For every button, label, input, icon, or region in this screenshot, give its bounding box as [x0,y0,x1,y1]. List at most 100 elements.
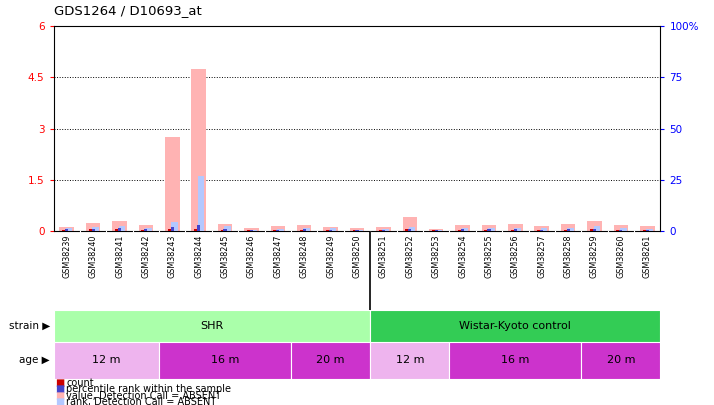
Bar [244,228,258,231]
Bar [277,229,283,231]
Text: age ▶: age ▶ [19,356,50,365]
Bar [59,227,74,231]
Bar [619,230,623,231]
Bar [141,230,144,231]
Bar [300,230,303,231]
Bar [511,230,514,231]
Text: GSM38240: GSM38240 [89,235,98,278]
Text: GSM38241: GSM38241 [115,235,124,278]
Bar [303,230,306,231]
Text: 20 m: 20 m [316,356,345,365]
Text: count: count [66,378,94,388]
Text: GSM38250: GSM38250 [353,235,361,278]
Bar [271,226,285,231]
Bar [92,228,99,231]
Text: 12 m: 12 m [92,356,121,365]
Text: GSM38252: GSM38252 [406,235,414,278]
Bar [581,342,660,379]
Bar [224,226,231,231]
Bar [144,230,148,231]
Bar [145,228,151,231]
Bar [488,230,491,231]
Bar [508,224,523,231]
Text: GSM38260: GSM38260 [616,235,625,278]
Bar [462,228,468,231]
Bar [197,225,200,231]
Bar [165,137,179,231]
Text: rank, Detection Call = ABSENT: rank, Detection Call = ABSENT [66,397,216,405]
Bar [514,229,517,231]
Bar [488,228,495,231]
Bar [436,230,442,231]
Bar [382,230,385,231]
Bar [223,229,226,231]
Bar [593,226,600,231]
Text: GSM38243: GSM38243 [168,235,177,278]
Bar [86,223,101,231]
Bar [89,229,92,231]
Bar [118,228,121,231]
Bar [640,226,655,231]
Bar [383,229,389,231]
Bar [567,228,574,231]
Bar [403,217,417,231]
Bar [297,225,311,231]
Text: ■: ■ [55,397,64,405]
Bar [62,230,66,231]
Text: GSM38255: GSM38255 [484,235,493,278]
Text: GSM38246: GSM38246 [247,235,256,278]
Bar [560,224,575,231]
Text: strain ▶: strain ▶ [9,321,50,331]
Bar [119,226,125,231]
Bar [646,229,653,231]
Bar [566,230,570,231]
Text: GSM38249: GSM38249 [326,235,335,278]
Bar [115,229,119,231]
Bar [435,230,438,231]
Bar [247,230,250,231]
Bar [593,229,596,231]
Bar [326,230,329,231]
Bar [221,230,223,231]
Bar [323,227,338,231]
Text: GSM38259: GSM38259 [590,235,599,278]
Bar [139,225,154,231]
Bar [613,226,628,231]
Bar [449,342,581,379]
Bar [484,230,488,231]
Bar [370,342,449,379]
Bar [356,230,363,231]
Text: 20 m: 20 m [607,356,635,365]
Bar [643,230,646,231]
Bar [429,229,443,231]
Bar [370,310,660,342]
Bar [620,228,627,231]
Text: GSM38247: GSM38247 [273,235,282,278]
Bar [408,229,411,231]
Bar [409,227,416,231]
Text: GSM38254: GSM38254 [458,235,467,278]
Bar [54,342,159,379]
Bar [191,69,206,231]
Bar [171,222,178,231]
Bar [291,342,370,379]
Bar [303,228,310,231]
Bar [376,227,391,231]
Bar [616,230,620,231]
Bar [251,230,257,231]
Bar [54,310,370,342]
Bar [356,230,358,231]
Bar [276,230,279,231]
Text: 16 m: 16 m [501,356,530,365]
Text: GSM38256: GSM38256 [511,235,520,278]
Bar [535,226,549,231]
Bar [65,230,69,231]
Bar [482,225,496,231]
Text: GSM38244: GSM38244 [194,235,203,278]
Bar [218,224,232,231]
Text: ■: ■ [55,391,64,401]
Bar [329,230,332,231]
Text: ■: ■ [55,378,64,388]
Text: 12 m: 12 m [396,356,424,365]
Bar [379,230,382,231]
